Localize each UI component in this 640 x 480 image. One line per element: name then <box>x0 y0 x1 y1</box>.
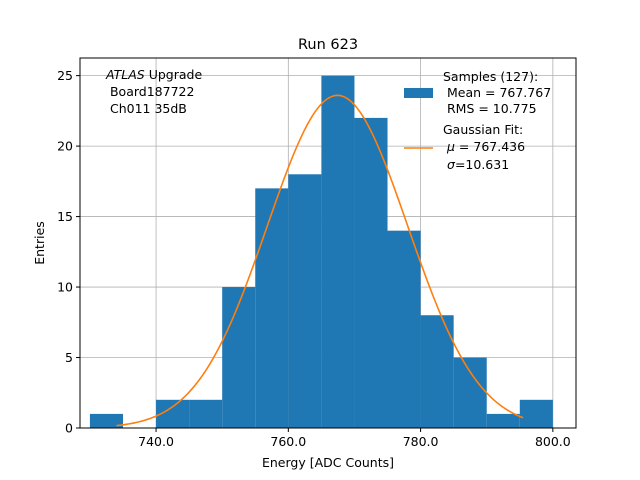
legend-mu-value: = 767.436 <box>455 139 525 154</box>
legend-mu-symbol: μ <box>446 139 455 154</box>
histogram-bar <box>354 117 388 429</box>
chart-title: Run 623 <box>298 37 358 53</box>
annotation-line-2: Board187722 <box>106 84 194 99</box>
x-tick-label: 760.0 <box>270 434 306 449</box>
gaussian-fit-curve <box>116 94 524 427</box>
y-tick-label: 0 <box>65 421 73 436</box>
y-tick-label: 10 <box>57 280 73 295</box>
legend-fit-sigma: σ=10.631 <box>447 157 509 172</box>
histogram-bars <box>89 75 553 429</box>
histogram-bar <box>420 315 454 428</box>
histogram-bar <box>288 174 322 428</box>
y-tick-label: 15 <box>57 209 73 224</box>
legend-sigma-value: =10.631 <box>455 157 509 172</box>
run-annotation: ATLAS Upgrade Board187722 Ch011 35dB <box>105 67 202 116</box>
legend-samples-rms: RMS = 10.775 <box>443 101 537 116</box>
legend-samples-title: Samples (127): <box>443 69 538 84</box>
histogram-bar <box>387 230 421 428</box>
annotation-line-3: Ch011 35dB <box>106 101 187 116</box>
legend-fit-title: Gaussian Fit: <box>443 122 523 137</box>
legend-samples-swatch <box>404 88 433 98</box>
x-axis-ticks: 740.0 760.0 780.0 800.0 <box>138 428 571 449</box>
histogram-bar <box>189 399 223 428</box>
histogram-bar <box>255 188 289 428</box>
histogram-bar <box>222 287 256 428</box>
legend: Samples (127): Mean = 767.767 RMS = 10.7… <box>404 69 551 172</box>
y-tick-label: 25 <box>57 68 73 83</box>
x-axis-label: Energy [ADC Counts] <box>262 455 394 470</box>
legend-sigma-symbol: σ <box>447 157 456 172</box>
annotation-atlas: ATLAS <box>105 67 145 82</box>
x-tick-label: 800.0 <box>535 434 571 449</box>
x-tick-label: 780.0 <box>403 434 439 449</box>
y-tick-label: 5 <box>65 350 73 365</box>
histogram-bar <box>519 399 553 428</box>
y-tick-label: 20 <box>57 139 73 154</box>
axes-frame <box>79 57 577 429</box>
x-tick-label: 740.0 <box>138 434 174 449</box>
histogram-bar <box>89 413 123 428</box>
y-axis-ticks: 0 5 10 15 20 25 <box>57 68 80 436</box>
legend-fit-mu: μ = 767.436 <box>446 139 525 154</box>
histogram-bar <box>486 413 520 428</box>
histogram-bar <box>453 357 487 428</box>
legend-samples-mean: Mean = 767.767 <box>443 85 551 100</box>
gaussian-fit-layer <box>116 94 524 427</box>
annotation-upgrade: Upgrade <box>145 67 203 82</box>
y-axis-label: Entries <box>32 221 47 265</box>
histogram-bar <box>321 75 355 428</box>
annotation-line-1: ATLAS Upgrade <box>105 67 202 82</box>
